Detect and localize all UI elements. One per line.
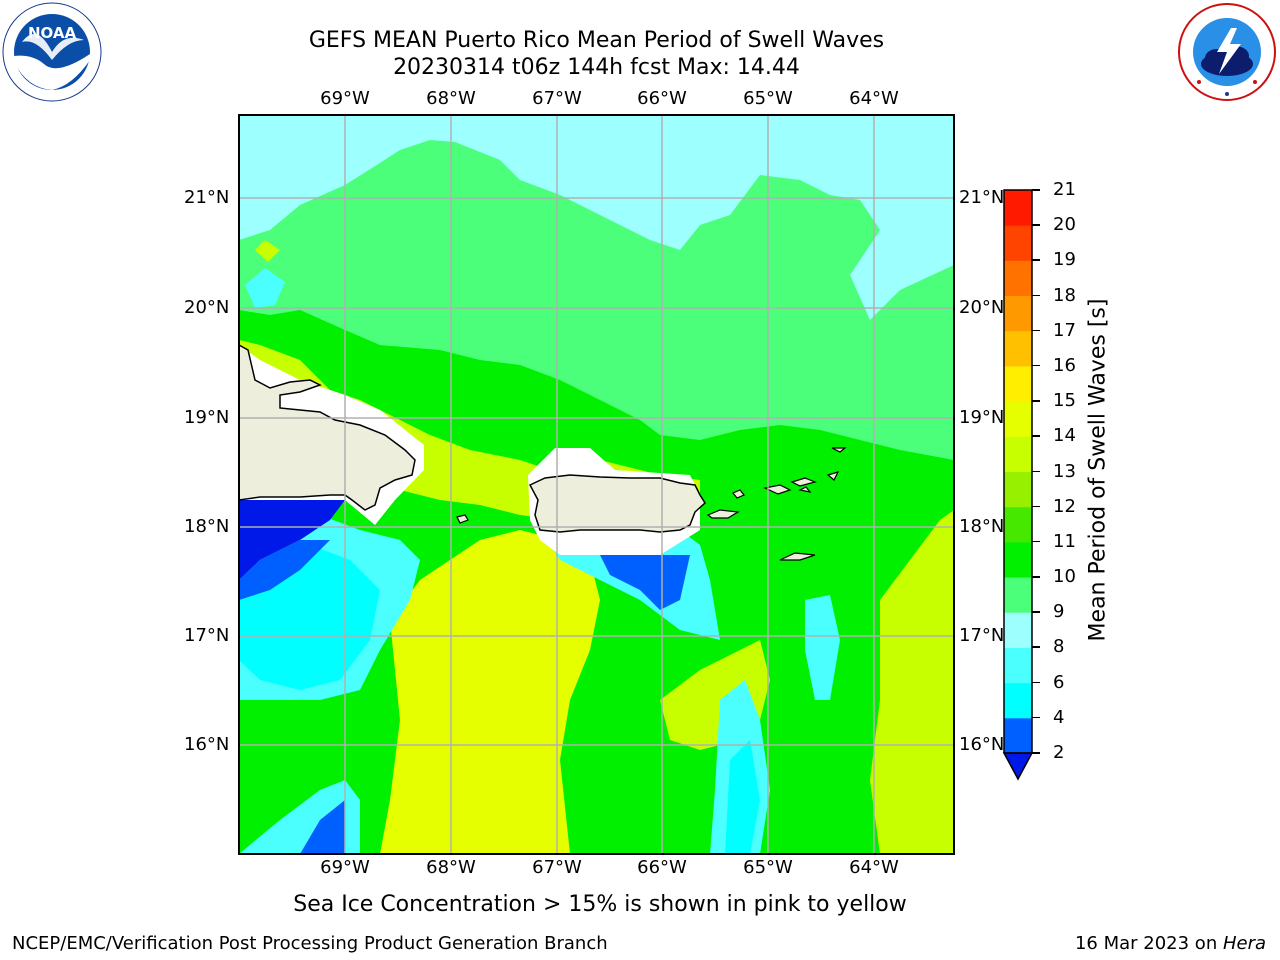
colorbar-tick-label: 21	[1053, 180, 1076, 200]
footer-date-text: 16 Mar 2023 on	[1075, 933, 1223, 954]
colorbar-block	[1004, 718, 1032, 754]
colorbar-block	[1004, 436, 1032, 472]
colorbar-tick-mark	[1032, 435, 1040, 437]
colorbar-tick-label: 2	[1053, 743, 1064, 763]
colorbar-tick-mark	[1032, 541, 1040, 543]
colorbar-tick-label: 14	[1053, 426, 1076, 446]
colorbar-tick-label: 4	[1053, 708, 1064, 728]
footer-date: 16 Mar 2023 on Hera	[1075, 933, 1266, 954]
colorbar-tick-label: 6	[1053, 673, 1064, 693]
colorbar-tick-label: 18	[1053, 286, 1076, 306]
colorbar-tick-mark	[1032, 752, 1040, 754]
colorbar-tick-mark	[1032, 611, 1040, 613]
colorbar-tick-mark	[1032, 682, 1040, 684]
footer-machine: Hera	[1223, 933, 1266, 954]
colorbar-tick-mark	[1032, 506, 1040, 508]
colorbar-block	[1004, 401, 1032, 437]
colorbar-block	[1004, 296, 1032, 332]
colorbar-block	[1004, 225, 1032, 261]
colorbar-block	[1004, 507, 1032, 543]
colorbar-tick-mark	[1032, 400, 1040, 402]
colorbar-tick-label: 11	[1053, 532, 1076, 552]
colorbar-block	[1004, 647, 1032, 683]
colorbar-block	[1004, 260, 1032, 296]
colorbar-tick-mark	[1032, 365, 1040, 367]
colorbar-tick-mark	[1032, 259, 1040, 261]
colorbar-tick-label: 8	[1053, 637, 1064, 657]
colorbar-block	[1004, 366, 1032, 402]
colorbar-tick-mark	[1032, 576, 1040, 578]
colorbar-tick-mark	[1032, 471, 1040, 473]
colorbar-tick-label: 10	[1053, 567, 1076, 587]
colorbar-tick-label: 16	[1053, 356, 1076, 376]
colorbar-tick-label: 9	[1053, 602, 1064, 622]
map-caption: Sea Ice Concentration > 15% is shown in …	[0, 892, 1240, 917]
colorbar-tick-label: 20	[1053, 215, 1076, 235]
colorbar-label: Mean Period of Swell Waves [s]	[1086, 299, 1111, 642]
colorbar-block	[1004, 472, 1032, 508]
colorbar-tick-mark	[1032, 646, 1040, 648]
colorbar-tick-label: 12	[1053, 497, 1076, 517]
colorbar-block	[1004, 683, 1032, 719]
colorbar-tick-label: 13	[1053, 462, 1076, 482]
colorbar-tick-mark	[1032, 330, 1040, 332]
colorbar-block	[1004, 331, 1032, 367]
colorbar-tick-mark	[1032, 295, 1040, 297]
colorbar-block	[1004, 612, 1032, 648]
colorbar-extend-arrow	[1004, 753, 1032, 779]
colorbar-tick-mark	[1032, 189, 1040, 191]
colorbar-tick-label: 19	[1053, 250, 1076, 270]
colorbar-block	[1004, 577, 1032, 613]
colorbar-tick-label: 15	[1053, 391, 1076, 411]
colorbar-block	[1004, 190, 1032, 226]
colorbar-tick-mark	[1032, 224, 1040, 226]
colorbar-tick-mark	[1032, 717, 1040, 719]
footer-credit: NCEP/EMC/Verification Post Processing Pr…	[12, 933, 608, 954]
colorbar-block	[1004, 542, 1032, 578]
colorbar-tick-label: 17	[1053, 321, 1076, 341]
